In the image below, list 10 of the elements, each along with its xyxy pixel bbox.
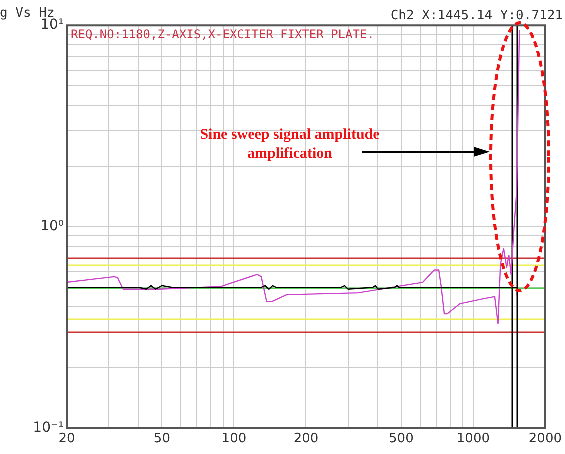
- annotation: REQ.NO:1180,Z-AXIS,X-EXCITER FIXTER PLATE.: [71, 28, 374, 42]
- annotation: Sine sweep signal amplitude amplification: [200, 126, 380, 162]
- y-tick-label: 10⁰: [40, 218, 64, 235]
- x-tick-label: 2000: [528, 432, 562, 447]
- x-tick-label: 500: [389, 432, 414, 447]
- x-tick-label: 200: [294, 432, 319, 447]
- x-tick-label: 50: [154, 432, 170, 447]
- text: Ch2 X:1445.14 Y:0.7121: [390, 8, 563, 24]
- x-tick-label: 100: [222, 432, 247, 447]
- x-tick-label: 1000: [456, 432, 490, 447]
